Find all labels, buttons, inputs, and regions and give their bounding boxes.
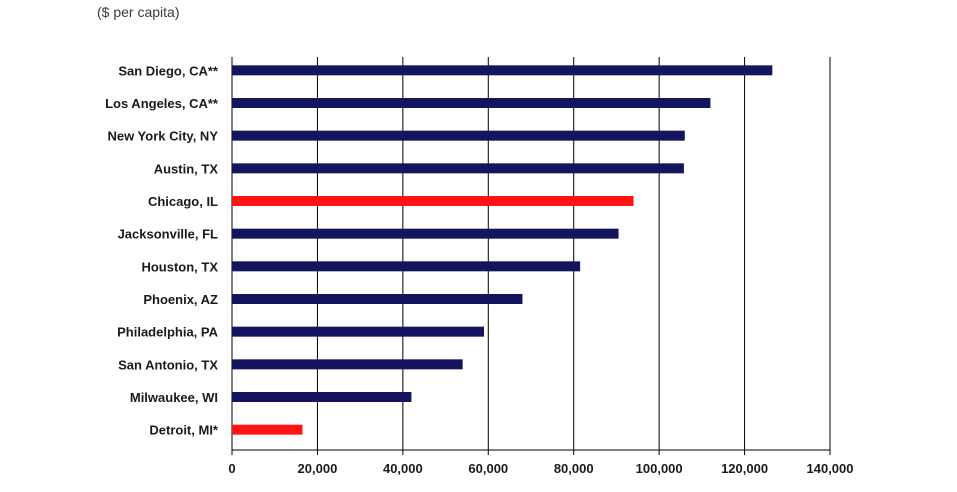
- category-label: San Antonio, TX: [118, 357, 218, 372]
- bar: [232, 228, 619, 239]
- category-label: New York City, NY: [107, 129, 218, 144]
- bar: [232, 65, 773, 76]
- x-tick-label: 100,000: [636, 461, 683, 476]
- category-label: Philadelphia, PA: [117, 325, 219, 340]
- bar: [232, 294, 523, 304]
- bar: [232, 261, 581, 272]
- x-tick-label: 60,000: [468, 461, 508, 476]
- bar: [232, 424, 303, 435]
- category-label: Chicago, IL: [148, 194, 218, 209]
- category-label: Houston, TX: [141, 259, 218, 274]
- category-label: Jacksonville, FL: [118, 227, 218, 242]
- x-tick-label: 140,000: [807, 461, 854, 476]
- x-tick-label: 0: [228, 461, 235, 476]
- x-tick-label: 40,000: [383, 461, 423, 476]
- x-tick-label: 120,000: [721, 461, 768, 476]
- bar: [232, 196, 634, 206]
- category-label: Austin, TX: [154, 161, 219, 176]
- bar: [232, 392, 412, 402]
- category-label: Milwaukee, WI: [130, 390, 218, 405]
- category-label: Phoenix, AZ: [143, 292, 218, 307]
- bar: [232, 359, 463, 370]
- chart-subtitle: ($ per capita): [97, 4, 180, 20]
- bar: [232, 98, 711, 108]
- category-label: Detroit, MI*: [149, 423, 219, 438]
- x-tick-label: 20,000: [298, 461, 338, 476]
- x-tick-label: 80,000: [554, 461, 594, 476]
- category-label: Los Angeles, CA**: [105, 96, 219, 111]
- bar: [232, 163, 684, 174]
- category-label: San Diego, CA**: [118, 63, 219, 78]
- bar: [232, 130, 685, 141]
- bar: [232, 326, 485, 337]
